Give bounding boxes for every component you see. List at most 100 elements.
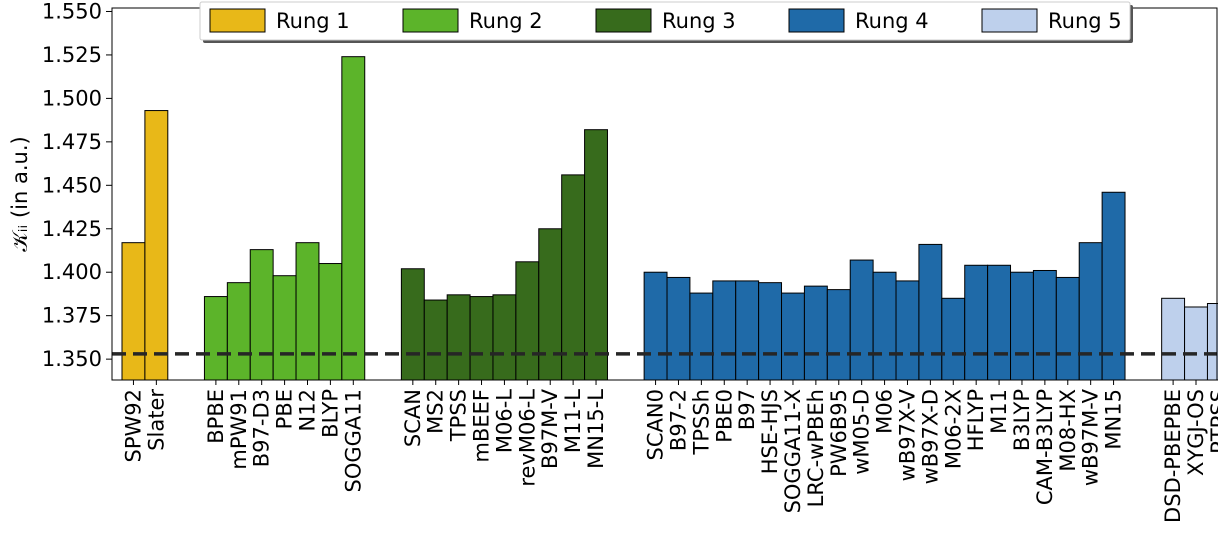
y-tick-label: 1.350 <box>42 347 102 371</box>
bar <box>272 275 297 381</box>
bar <box>341 56 366 381</box>
legend-swatch <box>209 8 266 33</box>
bar <box>849 259 874 381</box>
x-tick-label: PW6B95 <box>827 389 851 477</box>
y-tick-label: 1.425 <box>42 217 102 241</box>
legend-swatch <box>402 8 459 33</box>
x-tick-label: MN15 <box>1102 389 1126 450</box>
x-tick-label: BLYP <box>318 389 342 438</box>
bar <box>584 129 608 381</box>
x-tick-label: B3LYP <box>1010 389 1034 451</box>
bar <box>249 249 274 381</box>
bar <box>895 280 920 381</box>
x-tick-label: B97-D3 <box>250 389 274 467</box>
bar <box>400 268 425 381</box>
x-tick-label: MS2 <box>424 389 448 434</box>
legend-swatch <box>981 8 1038 33</box>
bar <box>712 280 737 381</box>
x-tick-label: SCAN <box>401 389 425 447</box>
x-tick-label: TPSS <box>447 389 471 442</box>
bar <box>492 294 517 381</box>
x-tick-label: wB97X-V <box>895 388 919 481</box>
x-tick-label: M11 <box>987 389 1011 434</box>
y-axis-label: 𝒦ᵢᵢ (in a.u.) <box>8 136 32 251</box>
x-tick-label: M06 <box>873 389 897 434</box>
bar <box>689 292 714 381</box>
bar <box>803 285 828 381</box>
x-tick-label: BPBE <box>204 389 228 444</box>
bar <box>781 292 805 381</box>
x-tick-label: PBE <box>273 389 297 429</box>
x-tick-label: HSE-HJS <box>758 389 782 474</box>
bar <box>203 296 228 381</box>
x-tick-label: M06-L <box>492 389 516 453</box>
x-tick-label: DSD-PBEPBE <box>1161 389 1185 523</box>
x-tick-label: HFLYP <box>964 389 988 451</box>
legend-label: Rung 3 <box>662 9 736 33</box>
bar <box>964 264 989 381</box>
x-tick-label: M06-2X <box>941 389 965 469</box>
bar <box>941 297 966 381</box>
x-tick-label: N12 <box>295 389 319 431</box>
bar <box>987 264 1012 381</box>
bar <box>144 110 169 381</box>
x-tick-label: PTPSS <box>1207 389 1218 454</box>
y-tick-label: 1.450 <box>42 173 102 197</box>
bar <box>666 276 691 381</box>
x-tick-label: mBEEF <box>470 389 494 462</box>
x-tick-label: B97-2 <box>666 389 690 451</box>
x-tick-label: revM06-L <box>515 389 539 487</box>
bar <box>295 242 320 381</box>
legend: Rung 1 Rung 2 Rung 3 Rung 4 Rung 5 <box>199 1 1133 43</box>
bar <box>561 174 586 381</box>
x-tick-label: Slater <box>144 389 168 451</box>
bar <box>1055 276 1080 381</box>
y-axis: 1.350 1.375 1.400 1.425 1.450 1.475 1.500 1.525… <box>42 0 112 371</box>
y-tick-label: 1.400 <box>42 260 102 284</box>
x-tick-label: SOGGA11-X <box>781 389 805 513</box>
bar <box>515 261 540 381</box>
x-tick-label: XYGJ-OS <box>1184 389 1208 476</box>
x-tick-label: MN15-L <box>584 389 608 469</box>
legend-swatch <box>788 8 845 33</box>
legend-swatch <box>595 8 652 33</box>
x-tick-label: SOGGA11 <box>341 389 365 493</box>
x-tick-label: TPSSh <box>689 389 713 455</box>
y-tick-label: 1.525 <box>42 43 102 67</box>
bar <box>643 271 668 381</box>
bar <box>826 289 851 381</box>
x-tick-label: wB97M-V <box>1079 388 1103 486</box>
legend-label: Rung 2 <box>469 9 543 33</box>
bar <box>446 294 471 381</box>
x-tick-label: SCAN0 <box>644 389 668 460</box>
y-tick-label: 1.500 <box>42 86 102 110</box>
x-tick-label: LRC-wPBEh <box>804 389 828 507</box>
x-tick-label: M11-L <box>561 389 585 453</box>
bar <box>538 228 563 381</box>
bar <box>121 242 146 381</box>
x-tick-label: B97M-V <box>538 388 562 469</box>
bar <box>1161 297 1186 381</box>
bar <box>1010 271 1034 381</box>
bar <box>758 282 783 381</box>
y-tick-label: 1.375 <box>42 304 102 328</box>
x-tick-label: CAM-B3LYP <box>1033 389 1057 505</box>
bar <box>1078 242 1103 381</box>
bar <box>1184 306 1208 381</box>
bar <box>872 271 897 381</box>
bar <box>1206 303 1218 381</box>
legend-label: Rung 5 <box>1048 9 1122 33</box>
bar <box>423 299 448 381</box>
bar <box>1032 269 1057 381</box>
x-tick-label: B97 <box>735 389 759 430</box>
x-tick-label: SPW92 <box>121 389 145 462</box>
x-tick-label: M08-HX <box>1056 389 1080 472</box>
bar <box>918 243 943 381</box>
bar <box>318 263 343 381</box>
bar <box>226 282 251 381</box>
x-tick-label: PBE0 <box>712 389 736 443</box>
legend-label: Rung 1 <box>276 9 350 33</box>
y-tick-label: 1.475 <box>42 130 102 154</box>
